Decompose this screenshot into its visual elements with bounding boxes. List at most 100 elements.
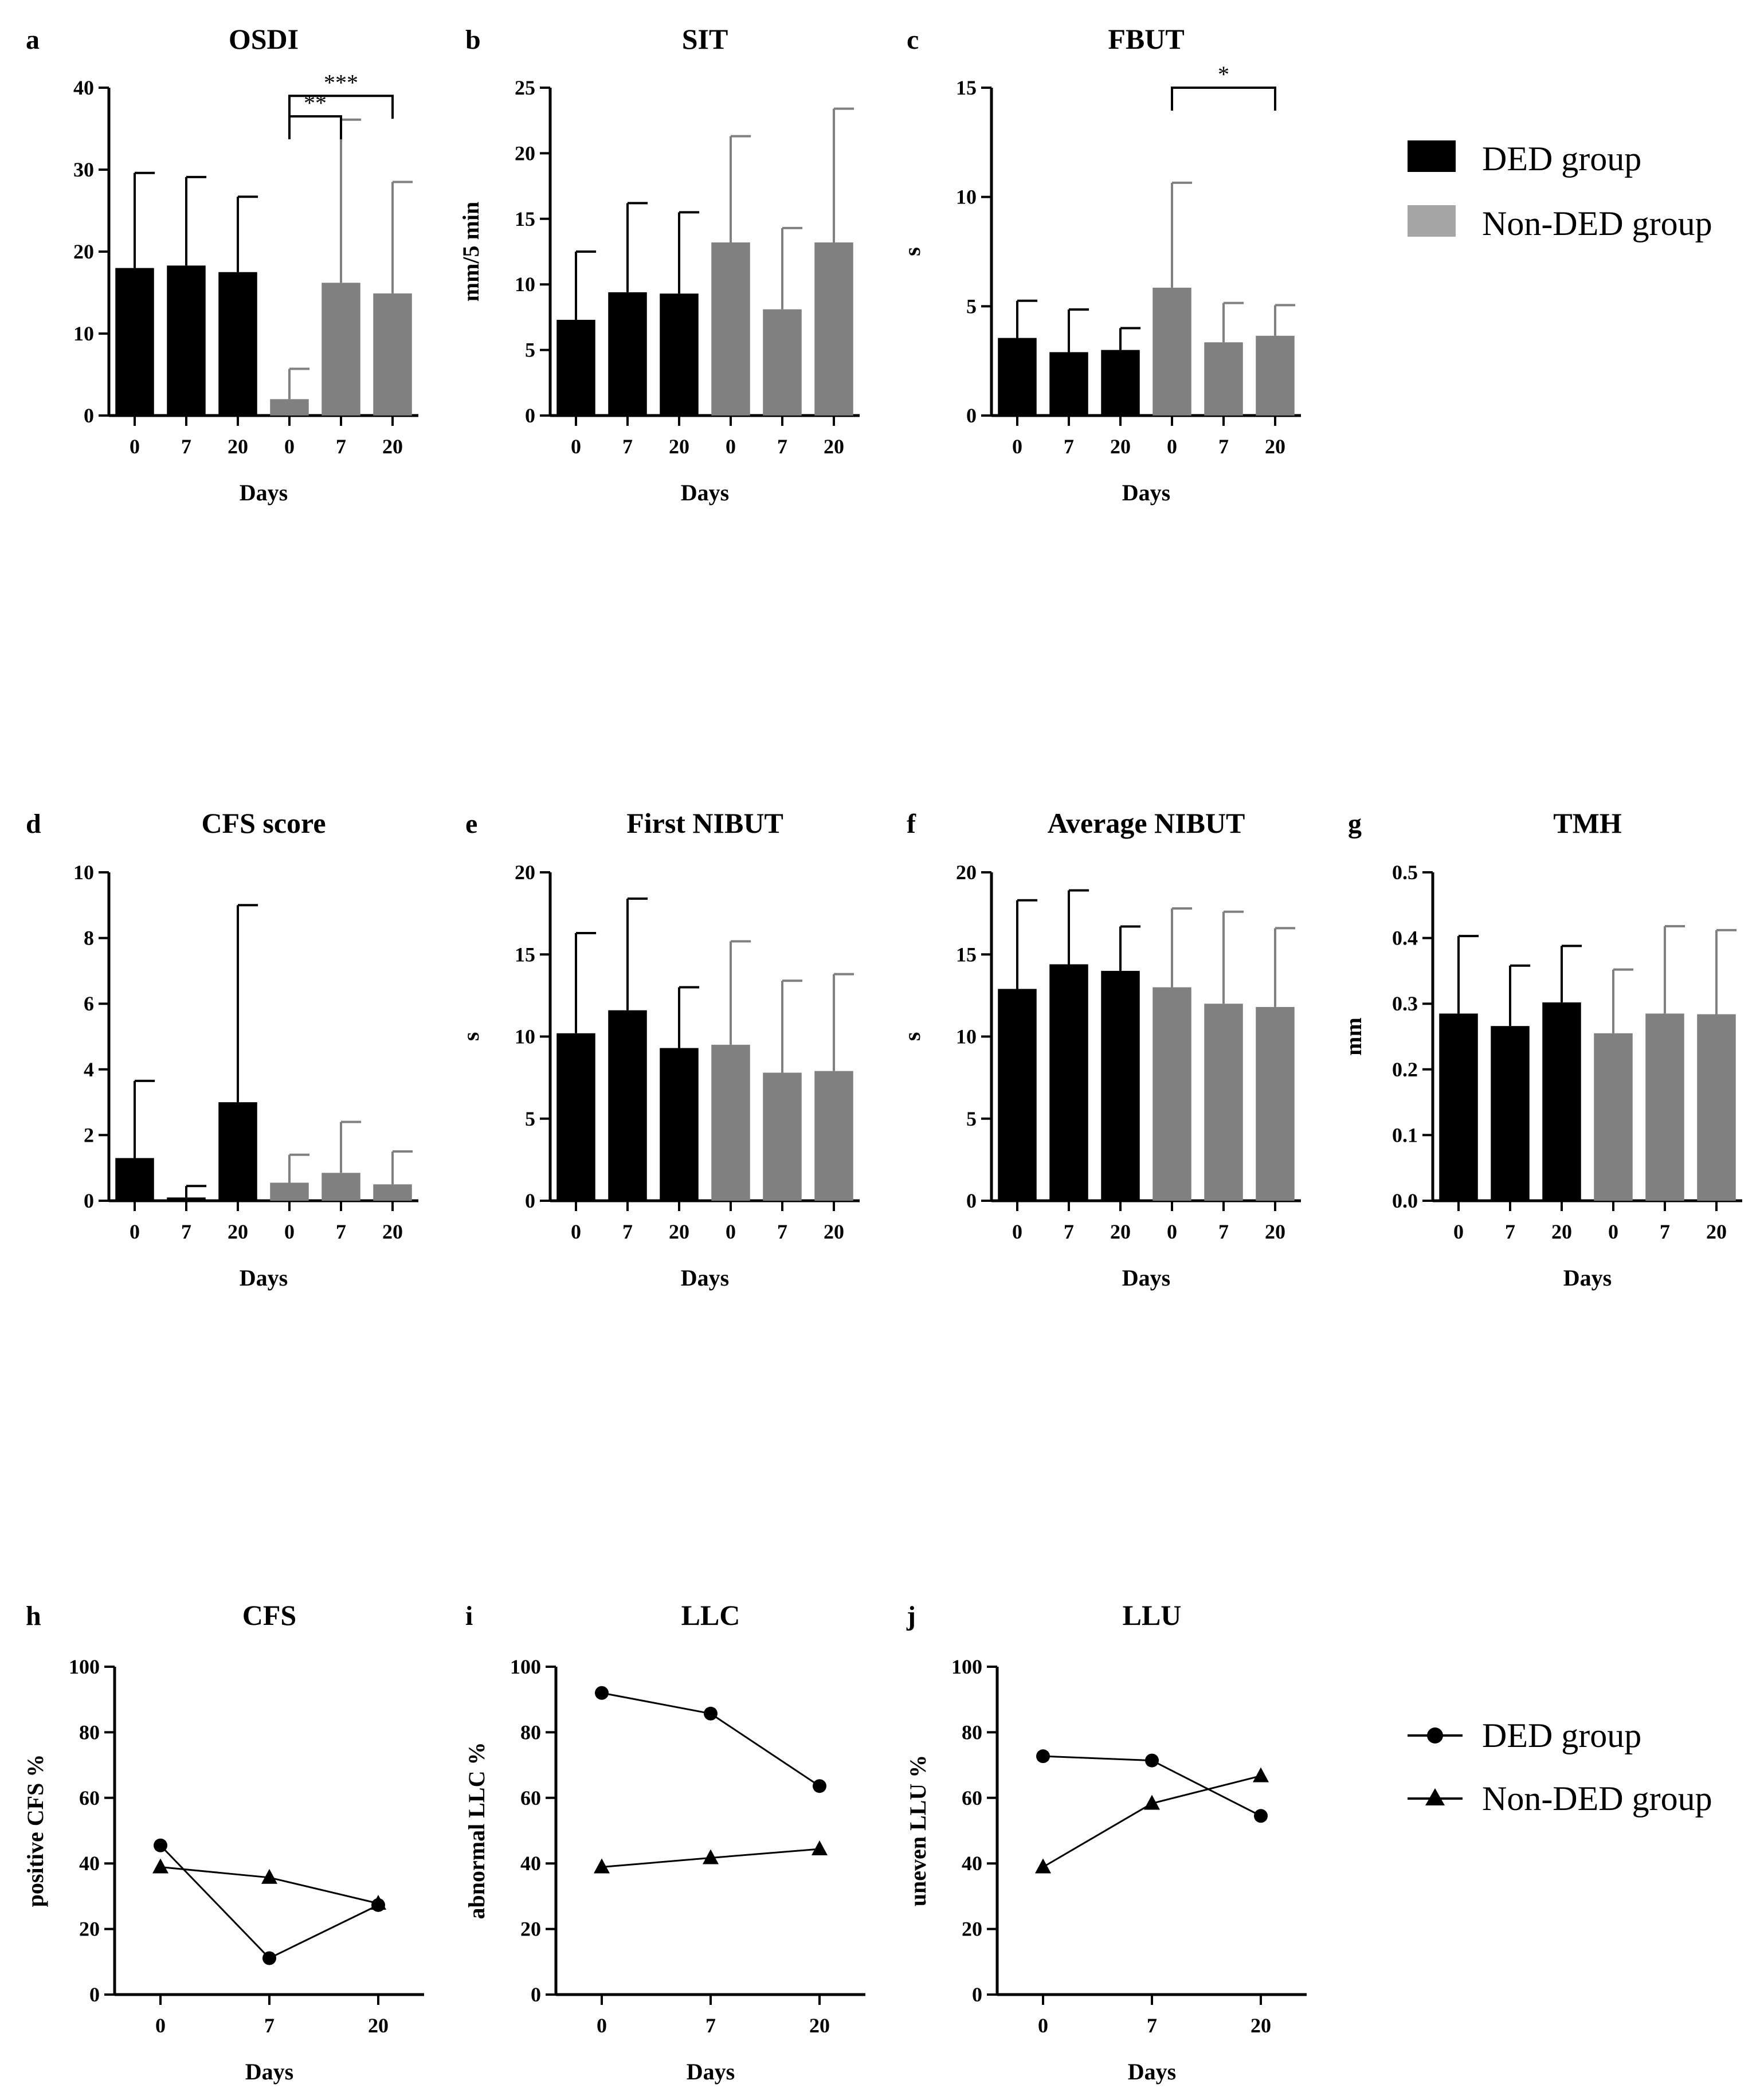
x-tick-label: 20	[382, 435, 403, 458]
bar	[608, 1010, 647, 1201]
x-tick-label: 20	[1265, 435, 1285, 458]
x-tick-label: 20	[382, 1220, 403, 1243]
data-point-triangle	[261, 1868, 277, 1884]
x-axis-label: Days	[1128, 2059, 1176, 2085]
line-legend: DED group Non-DED group	[1408, 1717, 1712, 1817]
x-tick-label: 0	[284, 435, 295, 458]
y-tick-label: 15	[956, 76, 977, 99]
y-tick-label: 0.5	[1392, 861, 1418, 884]
panel-title-h: CFS	[242, 1599, 296, 1631]
bar	[660, 1048, 699, 1201]
x-tick-label: 0	[1038, 2014, 1048, 2037]
x-axis-label: Days	[1122, 1265, 1170, 1291]
bar	[1542, 1002, 1581, 1201]
data-point-triangle	[812, 1840, 828, 1856]
y-axis-label: mm	[1340, 1017, 1366, 1056]
panel-d: d CFS score 0 2 4 6 8 10 Days 0 7 20 0 7 20	[26, 807, 418, 1291]
panel-f: f Average NIBUT 0 5 10 15 20 s Days 0 7 20 0 7 20	[899, 807, 1301, 1291]
bar	[660, 293, 699, 416]
x-tick-label: 20	[669, 1220, 689, 1243]
bar	[1153, 987, 1191, 1201]
x-tick-label: 7	[705, 2014, 716, 2037]
y-tick-label: 10	[73, 322, 94, 345]
y-tick-label: 0	[525, 1189, 535, 1212]
x-tick-label: 0	[1453, 1220, 1464, 1243]
data-point-circle	[595, 1686, 609, 1700]
y-tick-label: 25	[515, 76, 535, 99]
y-tick-label: 60	[962, 1787, 982, 1809]
bar	[1049, 352, 1088, 416]
bar	[218, 1102, 257, 1201]
data-point-triangle	[1253, 1767, 1269, 1782]
bar	[270, 1182, 309, 1201]
x-tick-label: 7	[1147, 2014, 1157, 2037]
y-tick-label: 8	[84, 927, 94, 950]
y-tick-label: 20	[515, 861, 535, 884]
data-point-triangle	[703, 1849, 719, 1864]
bar	[167, 265, 206, 416]
series-line-1	[1042, 1775, 1261, 1868]
bar	[1491, 1026, 1530, 1201]
data-point-circle	[262, 1951, 276, 1965]
bar	[1204, 1004, 1243, 1201]
data-point-circle	[813, 1779, 826, 1793]
x-tick-label: 20	[228, 435, 248, 458]
x-tick-label: 0	[597, 2014, 607, 2037]
x-tick-label: 7	[777, 435, 787, 458]
y-tick-label: 0	[531, 1983, 541, 2006]
data-point-triangle	[1144, 1795, 1160, 1810]
data-point-circle	[704, 1706, 718, 1721]
y-tick-label: 15	[515, 943, 535, 966]
x-tick-label: 0	[726, 1220, 736, 1243]
y-tick-label: 10	[515, 1025, 535, 1048]
x-tick-label: 0	[571, 435, 581, 458]
y-tick-label: 5	[966, 1107, 977, 1130]
x-tick-label: 7	[336, 1220, 346, 1243]
panel-letter-c: c	[907, 25, 919, 55]
x-tick-label: 0	[284, 1220, 295, 1243]
bar	[814, 1071, 853, 1201]
x-tick-label: 0	[130, 1220, 140, 1243]
panel-title-a: OSDI	[229, 23, 299, 55]
panel-letter-e: e	[465, 809, 477, 839]
panel-title-e: First NIBUT	[626, 807, 783, 839]
y-tick-label: 0.1	[1392, 1123, 1418, 1146]
x-tick-label: 20	[1706, 1220, 1727, 1243]
bar	[1256, 1006, 1295, 1201]
y-tick-label: 20	[79, 1918, 100, 1941]
y-tick-label: 0	[972, 1983, 982, 2006]
significance-label: *	[1218, 61, 1229, 87]
y-tick-label: 0	[84, 404, 94, 427]
bar	[1101, 970, 1140, 1201]
legend-marker-circle	[1427, 1727, 1443, 1744]
panel-g: g TMH 0.0 0.1 0.2 0.3 0.4 0.5 mm Days 0 7 20 0 7 20	[1340, 807, 1742, 1291]
panel-a: a OSDI 0 10 20 30 40 Days 0 7 20 0 7 20 *****	[26, 23, 418, 506]
y-tick-label: 5	[525, 339, 535, 362]
y-tick-label: 0	[525, 404, 535, 427]
x-tick-label: 7	[1218, 1220, 1229, 1243]
legend-line-label-ded: DED group	[1482, 1717, 1641, 1754]
y-axis-label: mm/5 min	[458, 202, 484, 301]
x-axis-label: Days	[240, 1265, 288, 1291]
data-point-circle	[1036, 1749, 1050, 1764]
y-tick-label: 10	[956, 1025, 977, 1048]
x-tick-label: 7	[622, 1220, 633, 1243]
y-tick-label: 0.3	[1392, 992, 1418, 1015]
bar	[608, 292, 647, 416]
bar	[322, 1173, 360, 1201]
x-tick-label: 20	[669, 435, 689, 458]
panel-letter-f: f	[907, 809, 916, 839]
panel-letter-g: g	[1348, 809, 1362, 839]
bar	[998, 338, 1037, 416]
significance-label: ***	[324, 69, 358, 95]
x-tick-label: 20	[1265, 1220, 1285, 1243]
legend-line-label-non-ded: Non-DED group	[1482, 1780, 1712, 1817]
bar	[711, 242, 750, 416]
bar	[1153, 287, 1191, 416]
y-tick-label: 80	[520, 1721, 541, 1744]
bar	[373, 293, 412, 416]
y-tick-label: 40	[962, 1852, 982, 1875]
x-tick-label: 20	[824, 1220, 844, 1243]
x-tick-label: 7	[1660, 1220, 1670, 1243]
panel-title-j: LLU	[1123, 1599, 1182, 1631]
